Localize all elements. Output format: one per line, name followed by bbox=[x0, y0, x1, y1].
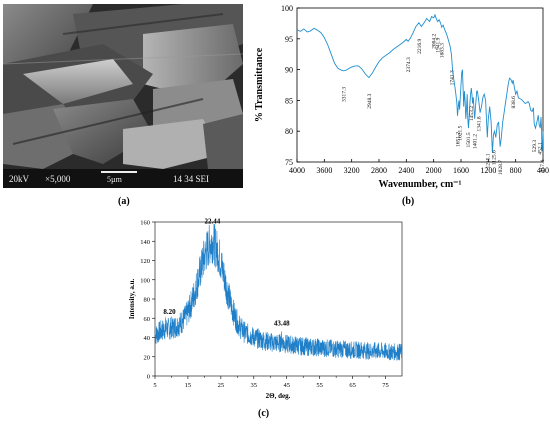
ftir-peak-label: 2216.9 bbox=[417, 39, 423, 54]
sem-flake bbox=[23, 59, 133, 104]
xrd-y-tick-label: 60 bbox=[144, 316, 151, 323]
ftir-plot-frame bbox=[296, 7, 544, 163]
ftir-y-tick-label: 100 bbox=[281, 4, 293, 13]
xrd-y-tick-label: 80 bbox=[144, 297, 151, 304]
caption-c: (c) bbox=[258, 408, 270, 419]
ftir-x-tick-label: 2800 bbox=[371, 166, 387, 175]
xrd-x-tick-label: 55 bbox=[316, 382, 323, 389]
ftir-peak-label: 1651.2 bbox=[456, 132, 462, 147]
caption-a: (a) bbox=[118, 196, 130, 207]
xrd-y-tick-label: 100 bbox=[140, 277, 150, 284]
ftir-peak-label: 2004.2 bbox=[431, 33, 437, 48]
ftir-x-tick-label: 2400 bbox=[398, 166, 414, 175]
ftir-y-tick-label: 75 bbox=[285, 158, 293, 167]
sem-magnification: ×5,000 bbox=[45, 174, 71, 184]
ftir-x-axis-label: Wavenumber, cm⁻¹ bbox=[379, 179, 462, 190]
xrd-x-tick-label: 15 bbox=[185, 382, 192, 389]
caption-b: (b) bbox=[402, 196, 415, 207]
xrd-series-line bbox=[154, 223, 403, 361]
ftir-peak-label: 1215.1 bbox=[485, 153, 491, 168]
xrd-y-tick-label: 40 bbox=[144, 335, 151, 342]
sem-voltage: 20kV bbox=[9, 174, 30, 184]
ftir-peak-label: 838.6 bbox=[511, 96, 517, 109]
ftir-peak-label: 1453.2 bbox=[469, 106, 475, 121]
xrd-x-tick-label: 35 bbox=[251, 382, 257, 389]
ftir-chart: 75 80 85 90 95 100 4000 3600 3200 2800 2400 2000 16… bbox=[248, 0, 550, 200]
sem-scale-label: 5µm bbox=[107, 175, 123, 184]
sem-flake bbox=[123, 119, 223, 169]
ftir-x-tick-label: 4000 bbox=[289, 166, 305, 175]
ftir-peak-label: 529.3 bbox=[532, 140, 538, 153]
ftir-x-tick-label: 1200 bbox=[480, 166, 496, 175]
xrd-peak-label: 8.20 bbox=[163, 308, 176, 316]
xrd-y-axis-label: Intensity, a.u. bbox=[128, 279, 136, 320]
sem-flake bbox=[203, 114, 243, 169]
ftir-x-tick-label: 2000 bbox=[426, 166, 442, 175]
xrd-x-axis-label: 2Θ, deg. bbox=[266, 392, 291, 400]
xrd-x-tick-label: 75 bbox=[382, 382, 389, 389]
ftir-y-tick-label: 80 bbox=[285, 127, 293, 136]
ftir-peak-label: 1501.5 bbox=[466, 132, 472, 147]
ftir-y-axis-label: % Transmittance bbox=[254, 47, 265, 122]
ftir-peak-label: 3317.3 bbox=[342, 87, 348, 102]
ftir-svg: 75 80 85 90 95 100 4000 3600 3200 2800 2400 2000 16… bbox=[254, 4, 549, 190]
ftir-peak-label: 1401.2 bbox=[473, 134, 479, 149]
xrd-chart: 0 20 40 60 80 100 120 140 160 5 15 25 35 45 55 65 75 8.… bbox=[120, 210, 410, 402]
ftir-peak-label: 2374.3 bbox=[406, 57, 412, 72]
ftir-peak-label: 1941.9 bbox=[436, 37, 442, 52]
xrd-svg: 0 20 40 60 80 100 120 140 160 5 15 25 35 45 55 65 75 8.… bbox=[128, 217, 403, 400]
ftir-x-tick-label: 1600 bbox=[453, 166, 469, 175]
ftir-y-tick-label: 90 bbox=[285, 66, 293, 75]
ftir-peak-label: 417.4 bbox=[540, 160, 546, 173]
xrd-x-tick-label: 5 bbox=[153, 382, 156, 389]
sem-session: 14 34 SEI bbox=[173, 174, 209, 184]
ftir-y-tick-label: 85 bbox=[285, 96, 293, 105]
xrd-peak-label: 43.48 bbox=[274, 319, 290, 327]
xrd-x-tick-label: 65 bbox=[349, 382, 356, 389]
ftir-x-tick-label: 3600 bbox=[316, 166, 332, 175]
ftir-series-line bbox=[296, 13, 544, 153]
sem-micrograph: 20kV ×5,000 5µm 14 34 SEI bbox=[3, 4, 243, 188]
ftir-peak-label: 1883.3 bbox=[440, 43, 446, 58]
xrd-peak-label: 22.44 bbox=[205, 217, 221, 225]
xrd-y-tick-label: 160 bbox=[140, 220, 150, 227]
ftir-x-tick-label: 800 bbox=[510, 166, 522, 175]
ftir-y-tick-label: 95 bbox=[285, 35, 293, 44]
ftir-peak-label: 1341.8 bbox=[477, 116, 483, 131]
ftir-peak-label: 1125.6 bbox=[491, 150, 497, 165]
ftir-peak-label: 2948.3 bbox=[367, 93, 373, 108]
xrd-y-tick-label: 140 bbox=[140, 239, 150, 246]
ftir-x-tick-label: 400 bbox=[537, 166, 549, 175]
ftir-peak-label: 452.1 bbox=[537, 142, 543, 155]
xrd-y-tick-label: 120 bbox=[140, 258, 150, 265]
sem-info-bar bbox=[3, 169, 243, 188]
ftir-x-tick-label: 3200 bbox=[344, 166, 360, 175]
xrd-y-tick-label: 0 bbox=[147, 374, 150, 381]
ftir-peak-label: 1741.3 bbox=[449, 70, 455, 85]
xrd-x-tick-label: 25 bbox=[218, 382, 225, 389]
ftir-peak-label: 1621.5 bbox=[458, 125, 464, 140]
xrd-y-tick-label: 20 bbox=[144, 354, 151, 361]
sem-flake bbox=[143, 24, 243, 99]
ftir-peak-label: 1028.7 bbox=[498, 160, 504, 175]
xrd-x-tick-label: 45 bbox=[283, 382, 290, 389]
sem-image: 20kV ×5,000 5µm 14 34 SEI bbox=[3, 4, 243, 188]
